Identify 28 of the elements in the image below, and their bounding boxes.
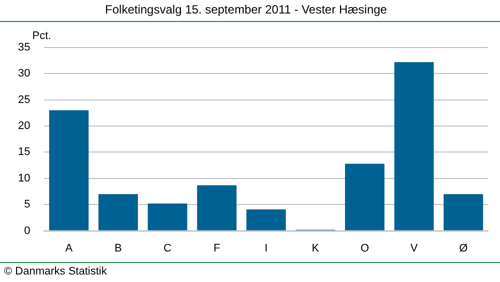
bar [49,110,89,230]
x-tick-label: F [213,242,220,254]
bar [394,62,434,230]
y-tick-label: 20 [18,120,30,132]
x-tick-label: V [410,242,418,254]
bar [345,164,384,230]
bar [197,185,237,230]
x-tick-label: Ø [459,242,468,254]
x-tick-label: I [264,242,268,254]
bar [246,209,286,230]
y-tick-label: 0 [24,224,30,237]
bar [98,194,138,230]
x-tick-label: C [164,242,172,254]
x-tick-label: B [114,242,122,254]
y-tick-label: 35 [18,41,30,54]
x-tick-label: K [312,242,320,254]
y-tick-label: 5 [24,198,30,211]
x-tick-label: A [65,242,74,254]
y-axis-title: Pct. [32,30,52,42]
chart-title: Folketingsvalg 15. september 2011 - Vester Hæsinge [105,2,388,17]
y-tick-label: 15 [18,146,30,158]
y-tick-label: 10 [18,172,30,184]
text: © Danmarks Statistik [4,266,108,278]
y-tick-label: 25 [18,94,30,106]
x-tick-label: O [360,242,370,254]
bar [148,204,188,230]
bar [444,194,484,230]
y-tick-label: 30 [18,68,30,80]
